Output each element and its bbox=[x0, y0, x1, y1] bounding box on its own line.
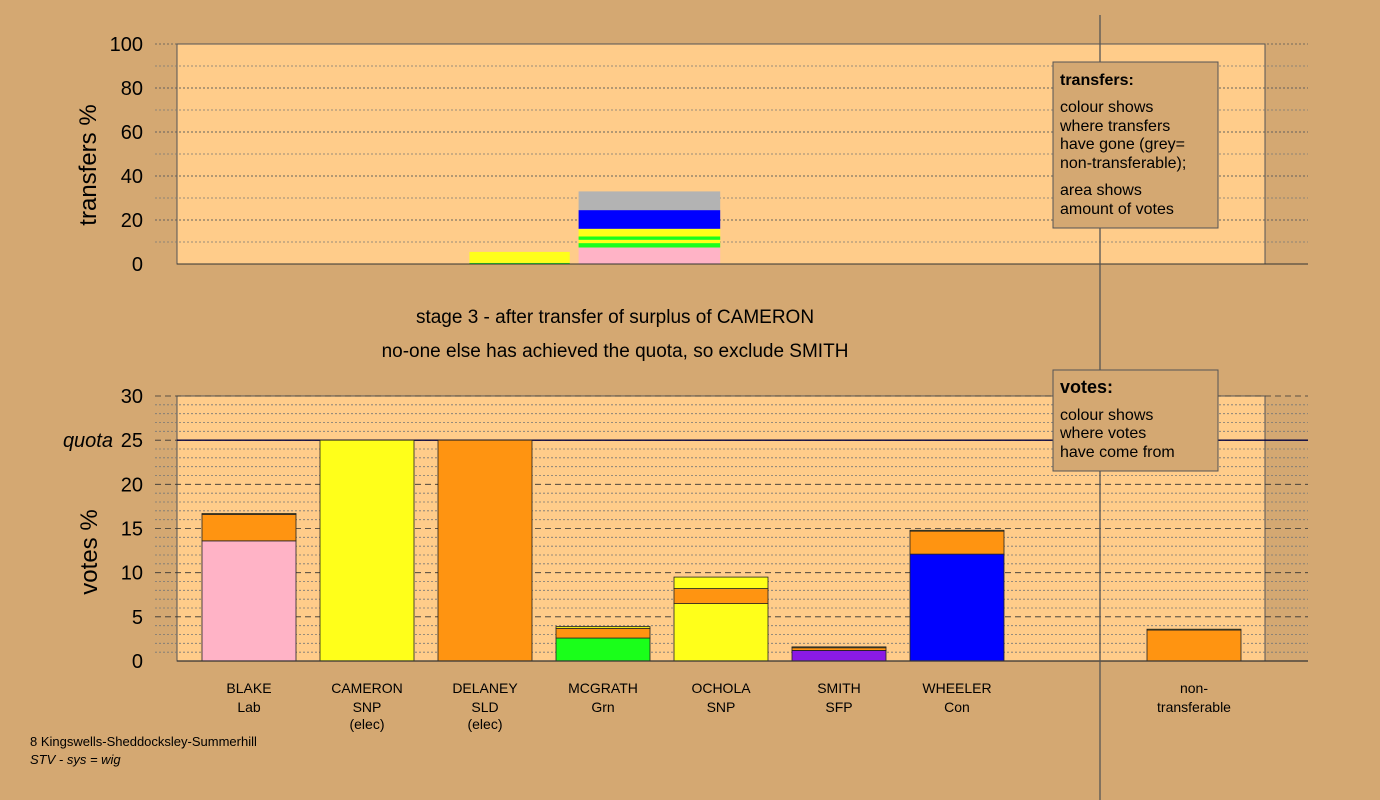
transfers-legend-line: non-transferable); bbox=[1060, 155, 1186, 172]
y-tick-label: 5 bbox=[132, 607, 143, 629]
candidate-status: (elec) bbox=[467, 716, 502, 732]
candidate-bar-cameron bbox=[319, 439, 415, 662]
vote-segment-orange bbox=[1146, 629, 1242, 662]
vote-segment-orange bbox=[437, 439, 533, 662]
transfer-segment-blue bbox=[578, 210, 721, 229]
y-tick-label: 10 bbox=[121, 563, 143, 585]
transfer-segment-yellow bbox=[578, 239, 721, 244]
candidate-party: Con bbox=[944, 699, 970, 715]
transfers-legend-line: area shows bbox=[1060, 182, 1142, 199]
ward-name: 8 Kingswells-Sheddocksley-Summerhill bbox=[30, 734, 257, 749]
vote-segment-orange bbox=[909, 530, 1005, 555]
candidate-labels: BLAKELabCAMERONSNP(elec)DELANEYSLD(elec)… bbox=[226, 680, 1231, 732]
y-tick-label: 40 bbox=[121, 166, 143, 188]
candidate-name: BLAKE bbox=[226, 680, 271, 696]
transfers-bars bbox=[469, 191, 721, 264]
transfers-legend-line: amount of votes bbox=[1060, 201, 1174, 218]
transfer-segment-green bbox=[469, 262, 570, 264]
candidate-status: (elec) bbox=[349, 716, 384, 732]
vote-segment-yellow bbox=[1146, 628, 1242, 631]
votes-legend-line: colour shows bbox=[1060, 407, 1153, 424]
nontransferable-label: transferable bbox=[1157, 699, 1231, 715]
y-tick-label: 80 bbox=[121, 78, 143, 100]
votes-legend-line: where votes bbox=[1059, 425, 1146, 442]
candidate-party: SNP bbox=[353, 699, 382, 715]
exclusion-heading: no-one else has achieved the quota, so e… bbox=[382, 341, 849, 362]
transfers-y-ticks: 0 20 40 60 80 100 bbox=[110, 34, 143, 276]
vote-segment-yellow bbox=[555, 626, 651, 629]
transfer-segment-green bbox=[578, 236, 721, 240]
y-tick-label: 20 bbox=[121, 474, 143, 496]
votes-legend-title: votes: bbox=[1060, 377, 1113, 397]
candidate-bar-delaney bbox=[437, 439, 533, 662]
transfers-legend-line: colour shows bbox=[1060, 99, 1153, 116]
transfers-legend-line: have gone (grey= bbox=[1060, 136, 1185, 153]
votes-y-ticks: 0 5 10 15 20 25 30 bbox=[121, 386, 143, 673]
candidate-name: WHEELER bbox=[922, 680, 991, 696]
vote-segment-yellow bbox=[673, 576, 769, 589]
candidate-party: SFP bbox=[825, 699, 852, 715]
transfers-legend-box bbox=[1052, 61, 1219, 229]
candidate-party: Lab bbox=[237, 699, 261, 715]
transfer-segment-pink bbox=[578, 247, 721, 264]
candidate-name: DELANEY bbox=[452, 680, 518, 696]
y-tick-label: 0 bbox=[132, 254, 143, 276]
transfers-legend-line: where transfers bbox=[1059, 118, 1170, 135]
vote-segment-green bbox=[555, 637, 651, 662]
candidate-name: MCGRATH bbox=[568, 680, 638, 696]
votes-legend-box bbox=[1052, 369, 1219, 472]
transfers-legend-title: transfers: bbox=[1060, 72, 1134, 89]
transfer-segment-grey bbox=[578, 191, 721, 211]
candidate-party: Grn bbox=[591, 699, 614, 715]
votes-y-axis-label: votes % bbox=[76, 509, 103, 594]
y-tick-label: 15 bbox=[121, 519, 143, 541]
vote-segment-orange bbox=[555, 627, 651, 639]
y-tick-label: 20 bbox=[121, 210, 143, 232]
transfer-segment-yellow bbox=[469, 251, 570, 263]
candidate-name: SMITH bbox=[817, 680, 861, 696]
nontransferable-bar bbox=[1146, 628, 1242, 662]
vote-segment-yellow bbox=[791, 646, 887, 649]
vote-segment-pink bbox=[201, 540, 297, 662]
candidate-name: OCHOLA bbox=[691, 680, 751, 696]
vote-segment-yellow bbox=[319, 439, 415, 662]
vote-segment-blue bbox=[909, 553, 1005, 662]
transfers-legend: transfers: colour shows where transfers … bbox=[1052, 61, 1219, 229]
candidate-party: SLD bbox=[471, 699, 498, 715]
candidate-bar-smith bbox=[791, 646, 887, 662]
votes-bars bbox=[201, 439, 1242, 662]
y-tick-label: 30 bbox=[121, 386, 143, 408]
y-tick-label: 0 bbox=[132, 651, 143, 673]
candidate-bar-blake bbox=[201, 513, 297, 662]
candidate-bar-ochola bbox=[673, 576, 769, 662]
transfers-y-axis-label: transfers % bbox=[75, 104, 102, 225]
transfer-segment-green bbox=[578, 243, 721, 248]
vote-segment-purple bbox=[791, 650, 887, 662]
vote-segment-orange bbox=[673, 588, 769, 604]
quota-label: quota bbox=[63, 430, 113, 452]
nontransferable-label: non- bbox=[1180, 680, 1208, 696]
votes-legend: votes: colour shows where votes have com… bbox=[1052, 369, 1219, 472]
y-tick-label: 60 bbox=[121, 122, 143, 144]
candidate-bar-wheeler bbox=[909, 529, 1005, 662]
candidate-name: CAMERON bbox=[331, 680, 403, 696]
y-tick-label: 100 bbox=[110, 34, 143, 56]
candidate-party: SNP bbox=[707, 699, 736, 715]
transfer-segment-yellow bbox=[578, 228, 721, 237]
vote-segment-yellow bbox=[673, 603, 769, 662]
stage-heading: stage 3 - after transfer of surplus of C… bbox=[416, 307, 814, 328]
votes-legend-line: have come from bbox=[1060, 444, 1175, 461]
vote-segment-yellow bbox=[909, 529, 1005, 532]
system-note: STV - sys = wig bbox=[30, 752, 121, 767]
candidate-bar-mcgrath bbox=[555, 626, 651, 662]
vote-segment-orange bbox=[201, 513, 297, 542]
vote-segment-yellow bbox=[201, 513, 297, 515]
y-tick-label: 25 bbox=[121, 430, 143, 452]
